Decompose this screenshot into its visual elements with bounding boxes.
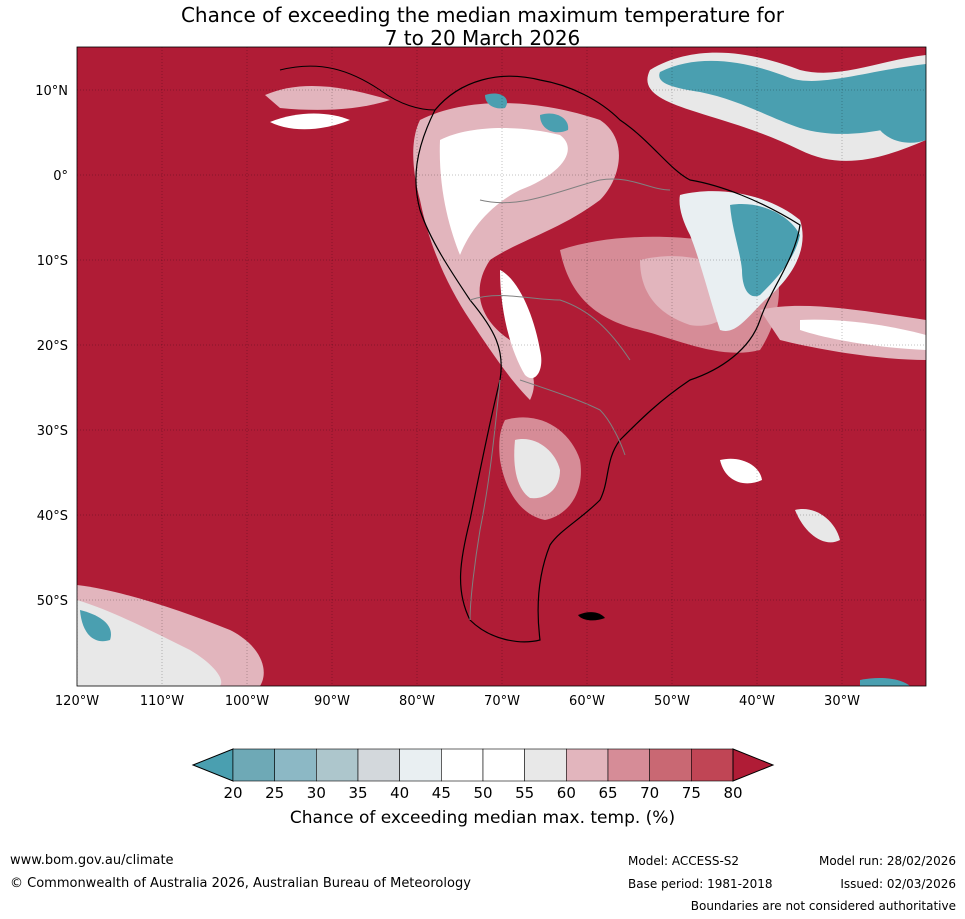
lon-label-90w: 90°W: [314, 694, 350, 709]
map-title: Chance of exceeding the median maximum t…: [0, 4, 965, 50]
footer-issued: Issued: 02/03/2026: [840, 877, 956, 891]
longitude-labels: 120°W 110°W 100°W 90°W 80°W 70°W 60°W 50…: [55, 694, 860, 709]
lat-label-20s: 20°S: [37, 339, 68, 354]
cool-region: [540, 113, 569, 133]
lon-label-120w: 120°W: [55, 694, 99, 709]
colorbar-tick-label: 80: [723, 784, 742, 802]
colorbar-tick-label: 30: [307, 784, 326, 802]
colorbar-tick-label: 60: [557, 784, 576, 802]
central-america-coastline: [279, 65, 436, 111]
lon-label-50w: 50°W: [654, 694, 690, 709]
colorbar-tick-label: 50: [473, 784, 492, 802]
lon-label-30w: 30°W: [824, 694, 860, 709]
colorbar-cell: [607, 748, 650, 782]
near-median-region: [795, 509, 840, 543]
lat-label-40s: 40°S: [37, 509, 68, 524]
lat-label-50s: 50°S: [37, 594, 68, 609]
footer-model-run: Model run: 28/02/2026: [818, 854, 956, 868]
colorbar-cell: [524, 748, 567, 782]
lon-label-60w: 60°W: [569, 694, 605, 709]
footer-disclaimer: Boundaries are not considered authoritat…: [690, 899, 956, 913]
colorbar-cell: [649, 748, 692, 782]
colorbar-tick-label: 65: [598, 784, 617, 802]
near-median-region: [800, 319, 926, 350]
gridlines: [77, 47, 926, 686]
pale-region: [270, 113, 350, 130]
colorbar-cell: [357, 748, 400, 782]
near-median-region: [514, 439, 560, 499]
country-boundary: [479, 178, 671, 204]
colorbar-tick-label: 20: [223, 784, 242, 802]
colorbar-tick-label: 25: [265, 784, 284, 802]
map-frame: [76, 46, 927, 687]
footer-url[interactable]: www.bom.gov.au/climate: [10, 853, 174, 868]
colorbar-tick-label: 55: [515, 784, 534, 802]
lon-label-100w: 100°W: [225, 694, 269, 709]
colorbar-label: Chance of exceeding median max. temp. (%…: [289, 808, 676, 828]
lat-label-10n: 10°N: [35, 84, 68, 99]
south-america-coastline: [415, 75, 801, 643]
lat-label-30s: 30°S: [37, 424, 68, 439]
map-field: [77, 47, 926, 686]
near-median-region: [500, 270, 542, 379]
cool-region: [485, 93, 508, 109]
colorbar-tick-label: 75: [682, 784, 701, 802]
country-boundary: [519, 379, 626, 456]
footer-base-period: Base period: 1981-2018: [628, 877, 773, 891]
lon-label-110w: 110°W: [140, 694, 184, 709]
lat-label-0: 0°: [53, 169, 68, 184]
colorbar-cell: [441, 748, 484, 782]
colorbar-cell: [232, 748, 275, 782]
country-boundary: [469, 295, 631, 361]
footer-model: Model: ACCESS-S2: [628, 854, 740, 868]
cool-region: [730, 204, 800, 297]
cool-region: [659, 60, 926, 134]
colorbar-cell: [482, 748, 525, 782]
lat-label-10s: 10°S: [37, 254, 68, 269]
lon-label-70w: 70°W: [484, 694, 520, 709]
lon-label-40w: 40°W: [739, 694, 775, 709]
colorbar-cell: [399, 748, 442, 782]
country-boundary: [469, 379, 501, 621]
near-median-region: [77, 600, 222, 686]
footer-copyright: © Commonwealth of Australia 2026, Austra…: [10, 876, 471, 891]
colorbar-cell: [566, 748, 609, 782]
colorbar-tick-label: 35: [348, 784, 367, 802]
near-median-region: [439, 128, 568, 255]
cool-region: [80, 610, 111, 642]
colorbar-tick-label: 70: [640, 784, 659, 802]
title-line-2: 7 to 20 March 2026: [384, 26, 581, 50]
colorbar-tick-label: 45: [432, 784, 451, 802]
latitude-labels: 10°N 0° 10°S 20°S 30°S 40°S 50°S: [35, 84, 68, 609]
colorbar-cell: [274, 748, 317, 782]
colorbar: 20 25 30 35 40 45 50 55 60 65 70 75 80: [191, 748, 775, 802]
colorbar-tick-labels: 20 25 30 35 40 45 50 55 60 65 70 75 80: [223, 784, 742, 802]
cool-region: [880, 95, 926, 143]
pale-region: [265, 85, 390, 110]
colorbar-cell: [691, 748, 734, 782]
falkland-islands: [578, 612, 605, 621]
near-median-region: [720, 458, 762, 484]
cool-region: [860, 678, 910, 686]
colorbar-max-arrow: [732, 748, 775, 782]
colorbar-cell: [316, 748, 359, 782]
title-line-1: Chance of exceeding the median maximum t…: [180, 3, 785, 27]
colorbar-min-arrow: [191, 748, 234, 782]
lon-label-80w: 80°W: [399, 694, 435, 709]
colorbar-tick-label: 40: [390, 784, 409, 802]
